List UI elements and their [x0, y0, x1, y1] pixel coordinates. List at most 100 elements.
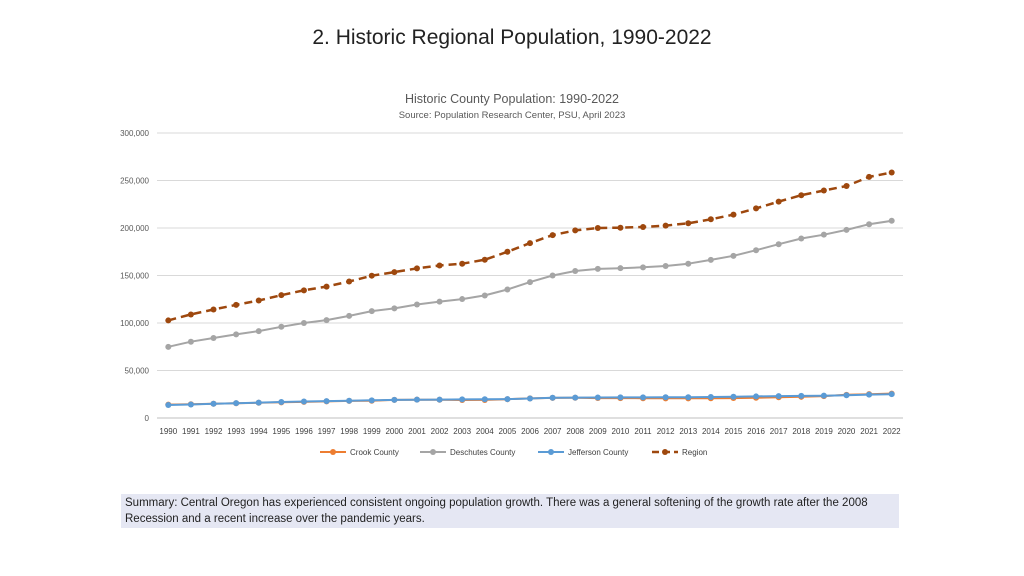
data-point-region [255, 297, 262, 304]
x-tick-label: 1991 [182, 427, 200, 436]
data-point-jefferson-county [255, 399, 262, 406]
data-point-deschutes-county [504, 286, 511, 293]
data-point-jefferson-county [753, 393, 760, 400]
x-tick-label: 1994 [250, 427, 268, 436]
series-deschutes-county [165, 217, 895, 350]
y-tick-label: 50,000 [125, 367, 150, 376]
data-point-jefferson-county [165, 401, 172, 408]
data-point-deschutes-county [413, 301, 420, 308]
data-point-region [888, 169, 895, 176]
series-group [165, 169, 895, 408]
data-point-deschutes-county [640, 264, 647, 271]
data-point-region [436, 262, 443, 269]
x-tick-label: 2002 [431, 427, 449, 436]
x-tick-label: 1996 [295, 427, 313, 436]
data-point-jefferson-county [459, 396, 466, 403]
data-point-region [459, 260, 466, 267]
data-point-deschutes-county [843, 226, 850, 233]
data-point-region [187, 311, 194, 318]
data-point-region [549, 232, 556, 239]
legend-marker-deschutes-county [430, 449, 436, 455]
data-point-jefferson-county [843, 392, 850, 399]
data-point-jefferson-county [572, 394, 579, 401]
x-tick-label: 2005 [498, 427, 516, 436]
data-point-jefferson-county [413, 396, 420, 403]
data-point-jefferson-county [527, 395, 533, 402]
x-tick-label: 2010 [612, 427, 630, 436]
data-point-jefferson-county [323, 398, 330, 405]
data-point-jefferson-county [504, 396, 511, 403]
series-line-region [167, 171, 892, 322]
data-point-deschutes-county [572, 268, 579, 275]
data-point-region [594, 225, 601, 231]
data-point-deschutes-county [662, 263, 669, 269]
summary-box: Summary: Central Oregon has experienced … [121, 494, 899, 528]
data-point-deschutes-county [730, 252, 737, 259]
data-point-region [278, 292, 285, 299]
data-point-region [775, 198, 782, 205]
x-tick-label: 2004 [476, 427, 494, 436]
legend-label-region: Region [682, 448, 707, 457]
series-region [165, 169, 895, 324]
data-point-region [572, 227, 579, 234]
series-jefferson-county [165, 391, 895, 408]
x-tick-label: 2008 [566, 427, 584, 436]
y-tick-label: 0 [145, 414, 150, 423]
y-tick-label: 100,000 [120, 319, 149, 328]
data-point-deschutes-county [233, 331, 240, 338]
data-point-region [391, 269, 398, 276]
data-point-region [798, 192, 805, 199]
x-tick-label: 2017 [770, 427, 788, 436]
data-point-jefferson-county [594, 394, 601, 401]
x-tick-label: 2021 [860, 427, 878, 436]
data-point-region [527, 240, 533, 247]
legend-label-deschutes-county: Deschutes County [450, 448, 515, 457]
data-point-region [413, 265, 420, 272]
data-point-deschutes-county [165, 343, 172, 350]
x-tick-label: 2003 [453, 427, 471, 436]
data-point-jefferson-county [187, 401, 194, 408]
x-tick-label: 2007 [544, 427, 562, 436]
data-point-region [346, 278, 353, 285]
data-point-region [233, 301, 240, 308]
data-point-jefferson-county [640, 394, 647, 401]
data-point-deschutes-county [707, 256, 714, 263]
gridlines [157, 132, 903, 419]
data-point-region [368, 272, 375, 279]
data-point-deschutes-county [594, 265, 601, 272]
data-point-region [300, 287, 307, 294]
data-point-jefferson-county [617, 394, 624, 401]
data-point-jefferson-county [368, 397, 375, 404]
data-point-deschutes-county [300, 320, 307, 326]
data-point-deschutes-county [549, 272, 556, 279]
data-point-region [707, 216, 714, 223]
data-point-jefferson-county [391, 396, 398, 403]
data-point-deschutes-county [278, 323, 285, 330]
data-point-region [820, 187, 827, 194]
legend-label-jefferson-county: Jefferson County [568, 448, 628, 457]
x-tick-label: 1997 [318, 427, 336, 436]
x-tick-label: 2022 [883, 427, 901, 436]
x-tick-label: 2019 [815, 427, 833, 436]
x-tick-label: 2014 [702, 427, 720, 436]
data-point-region [323, 283, 330, 290]
x-tick-label: 1992 [205, 427, 223, 436]
y-tick-label: 150,000 [120, 272, 149, 281]
data-point-jefferson-county [707, 394, 714, 401]
x-tick-label: 1998 [340, 427, 358, 436]
data-point-region [753, 205, 760, 212]
data-point-deschutes-county [866, 221, 873, 228]
data-point-region [640, 223, 647, 230]
data-point-jefferson-county [798, 392, 805, 399]
x-tick-label: 2012 [657, 427, 675, 436]
x-tick-label: 2018 [792, 427, 810, 436]
data-point-jefferson-county [662, 394, 669, 401]
data-point-deschutes-county [391, 305, 398, 312]
data-point-region [210, 306, 217, 313]
legend-label-crook-county: Crook County [350, 448, 399, 457]
data-point-jefferson-county [346, 397, 353, 404]
data-point-region [481, 256, 488, 263]
data-point-deschutes-county [888, 217, 895, 224]
data-point-deschutes-county [685, 260, 692, 267]
y-tick-label: 200,000 [120, 224, 149, 233]
